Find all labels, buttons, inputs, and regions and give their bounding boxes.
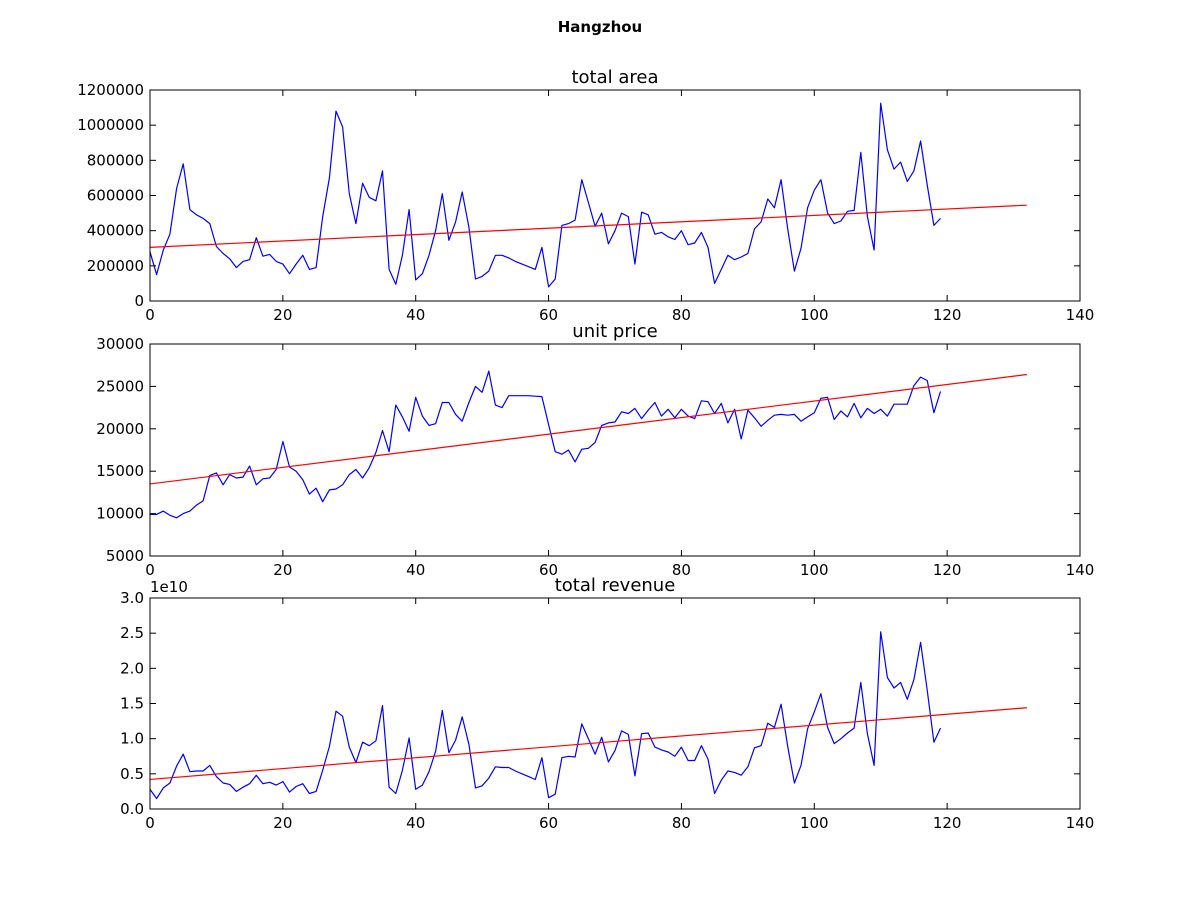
x-tick-label: 80: [672, 814, 691, 832]
y-tick-label: 0: [134, 292, 144, 310]
y-tick-label: 3.0: [120, 589, 144, 607]
y-tick-label: 1.5: [120, 695, 144, 713]
y-tick-label: 400000: [87, 222, 144, 240]
y-tick-label: 600000: [87, 187, 144, 205]
y-tick-label: 2.0: [120, 659, 144, 677]
subplot-title: unit price: [572, 321, 657, 342]
x-tick-label: 40: [406, 814, 425, 832]
y-tick-label: 1.0: [120, 730, 144, 748]
x-tick-label: 80: [672, 306, 691, 324]
x-tick-label: 60: [539, 306, 558, 324]
y-tick-label: 0.0: [120, 800, 144, 818]
x-tick-label: 60: [539, 814, 558, 832]
x-tick-label: 140: [1066, 814, 1095, 832]
trend-line: [150, 373, 1027, 485]
axes-frame: [149, 343, 1081, 557]
y-tick-label: 30000: [96, 335, 144, 353]
x-tick-label: 100: [800, 561, 829, 579]
y-tick-label: 25000: [96, 377, 144, 395]
y-tick-label: 800000: [87, 151, 144, 169]
subplot-2: unit price 0 20 40 60 80 100 120 140 5000 10000 150…: [96, 321, 1094, 579]
x-tick-label: 100: [800, 814, 829, 832]
x-tick-label: 0: [145, 561, 155, 579]
x-tick-label: 40: [406, 561, 425, 579]
subplot-title: total area: [571, 67, 658, 88]
subplot-3: total revenue 0 20 40 60 80 100 120 140 0.0 0.5 1.0…: [120, 575, 1094, 832]
y-tick-label: 1000000: [77, 116, 144, 134]
y-offset-label: 1e10: [150, 578, 188, 596]
x-tick-label: 20: [273, 561, 292, 579]
y-tick-label: 1200000: [77, 81, 144, 99]
x-tick-label: 40: [406, 306, 425, 324]
x-tick-label: 140: [1066, 306, 1095, 324]
series-line: [150, 370, 942, 519]
x-tick-label: 140: [1066, 561, 1095, 579]
x-tick-label: 120: [933, 306, 962, 324]
x-tick-label: 0: [145, 306, 155, 324]
y-tick-label: 0.5: [120, 765, 144, 783]
x-tick-label: 100: [800, 306, 829, 324]
figure-suptitle: Hangzhou: [558, 18, 643, 36]
y-tick-label: 10000: [96, 505, 144, 523]
trend-line: [150, 204, 1027, 248]
x-tick-label: 60: [539, 561, 558, 579]
y-tick-label: 15000: [96, 462, 144, 480]
x-tick-label: 80: [672, 561, 691, 579]
x-tick-label: 120: [933, 814, 962, 832]
y-tick-label: 2.5: [120, 624, 144, 642]
subplot-1: total area 0 20 40 60 80 100 120 140 0 200000 40000…: [77, 67, 1094, 324]
series-line: [150, 102, 941, 288]
subplot-title: total revenue: [555, 575, 676, 596]
y-tick-label: 20000: [96, 420, 144, 438]
y-tick-label: 200000: [87, 257, 144, 275]
trend-line: [150, 707, 1027, 781]
x-tick-label: 120: [933, 561, 962, 579]
x-tick-label: 20: [273, 814, 292, 832]
x-tick-label: 0: [145, 814, 155, 832]
x-tick-label: 20: [273, 306, 292, 324]
y-tick-label: 5000: [106, 547, 144, 565]
